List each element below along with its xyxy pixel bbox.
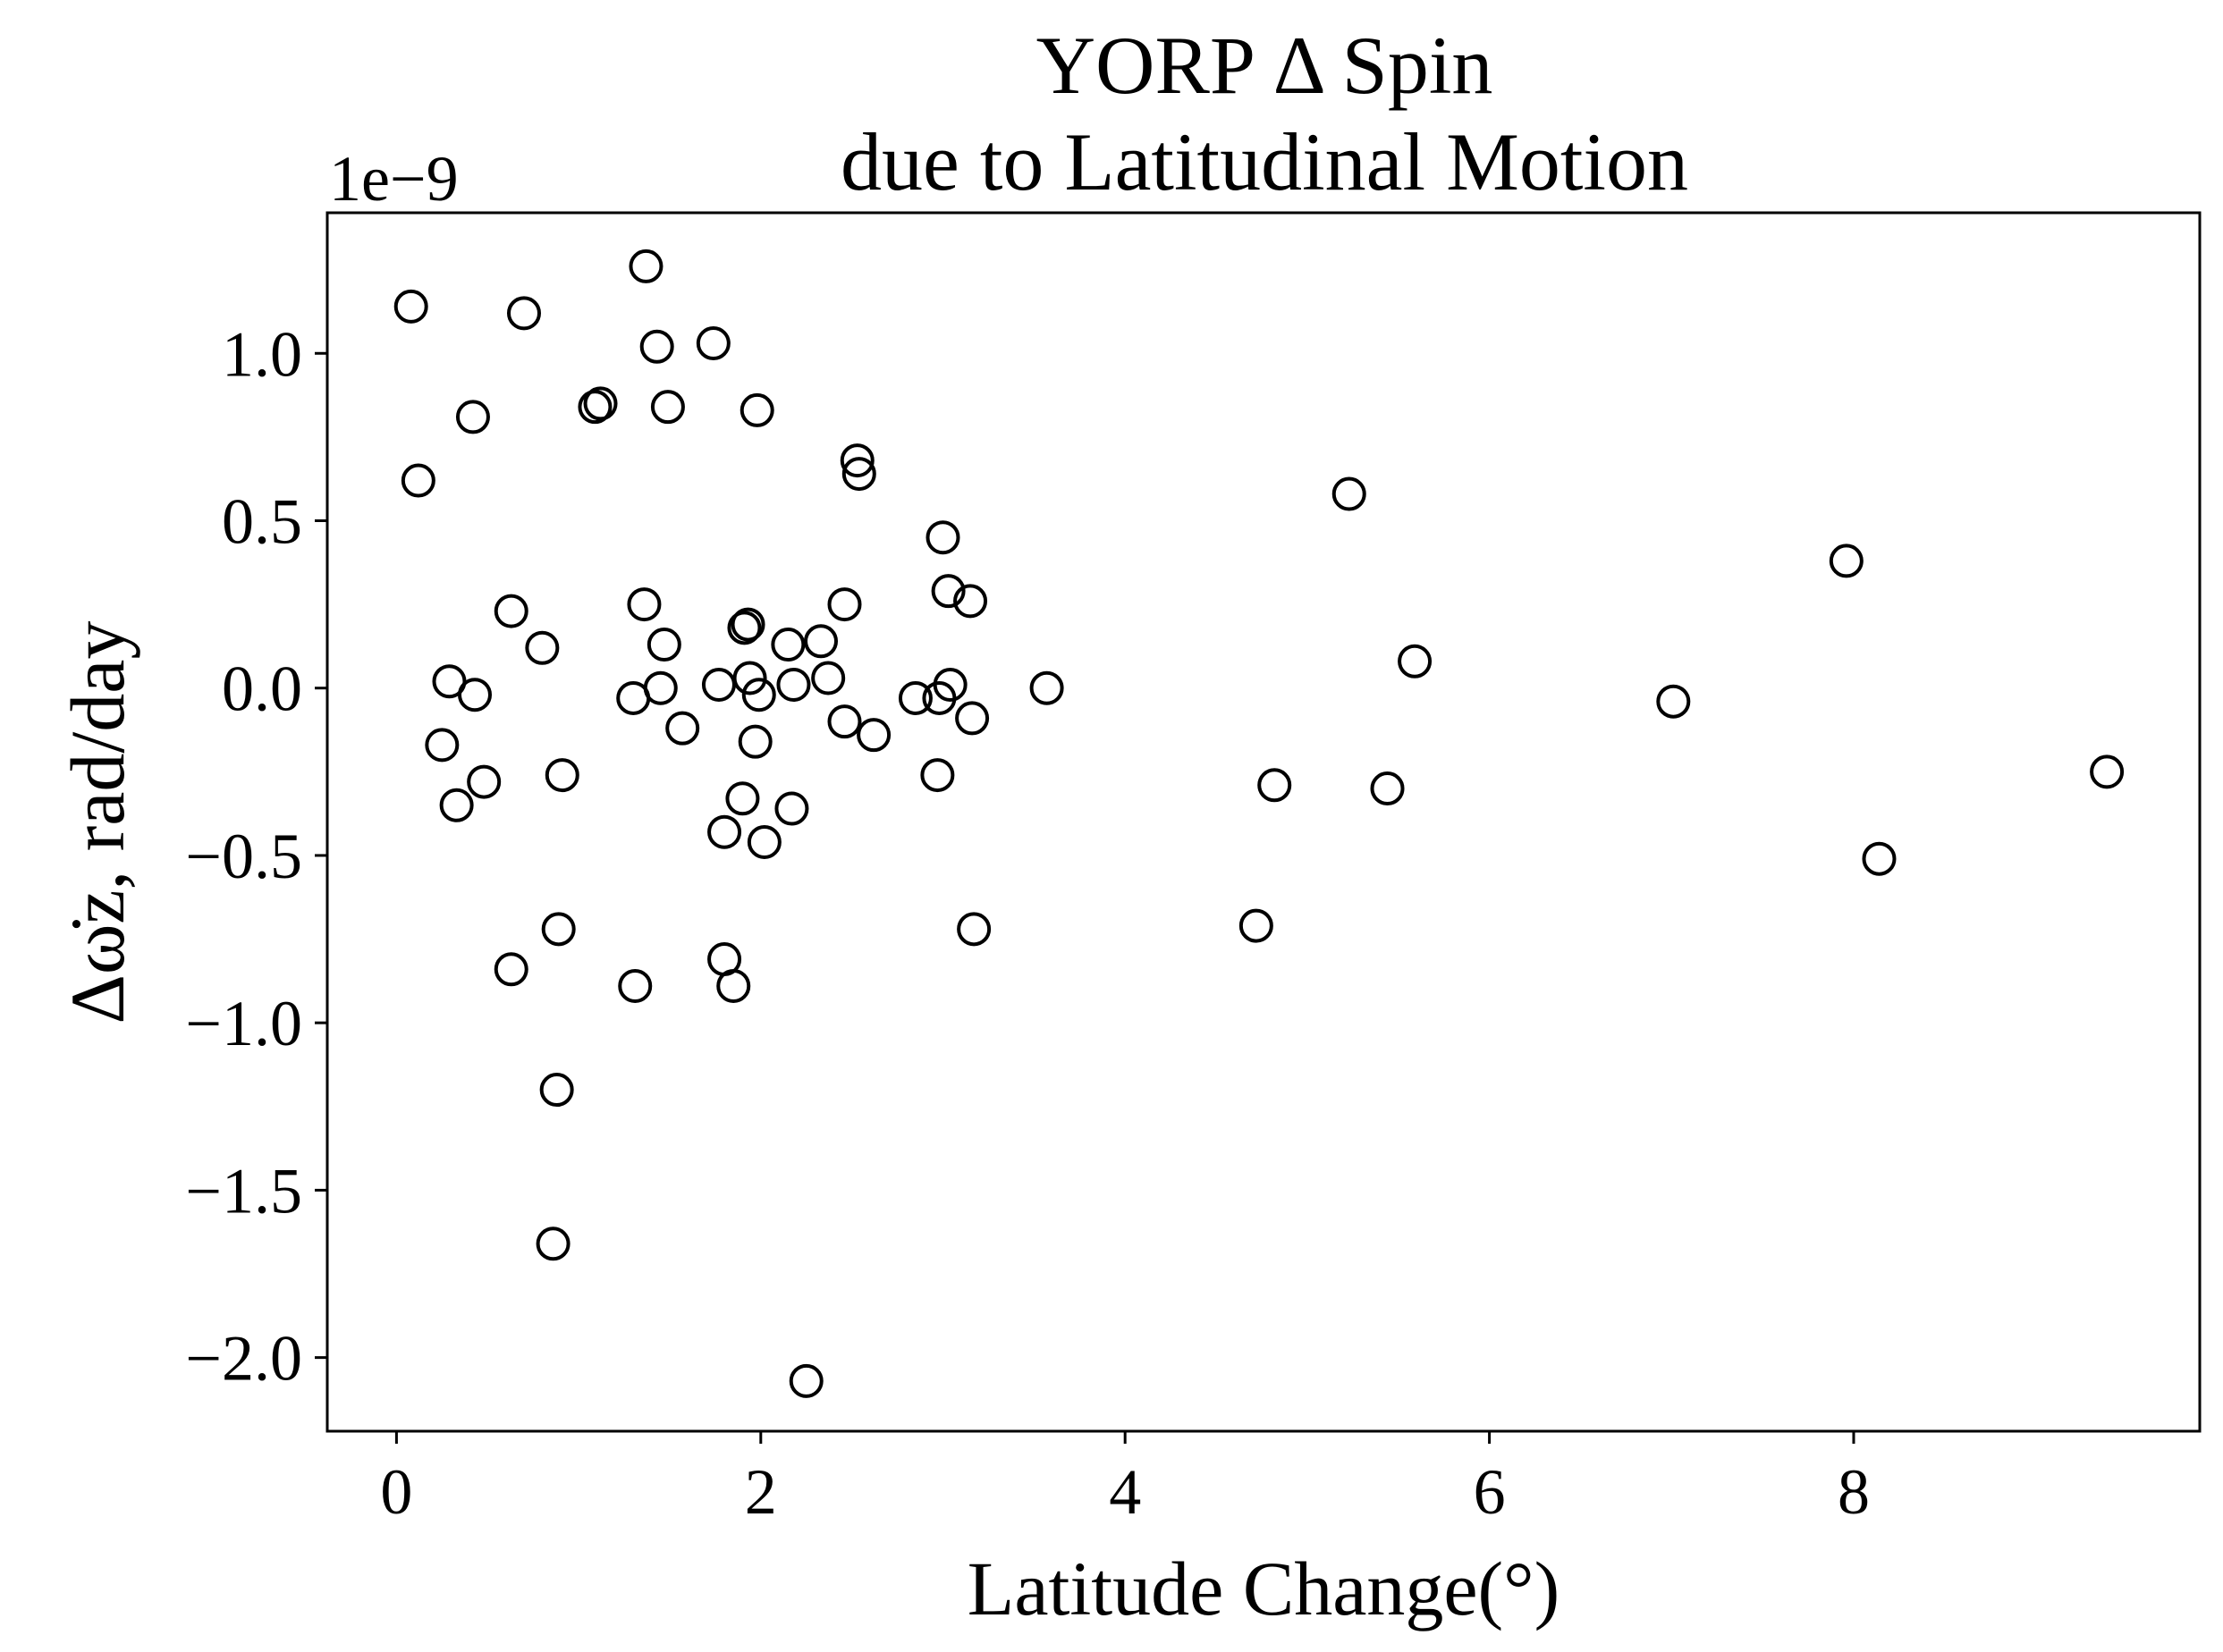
data-point <box>536 1226 571 1261</box>
y-tick-label: 1.0 <box>222 318 302 390</box>
data-point <box>696 326 731 361</box>
data-point <box>725 781 760 816</box>
data-point <box>650 390 685 425</box>
data-point <box>701 667 736 702</box>
x-tick-label: 4 <box>1109 1456 1141 1528</box>
plot-frame <box>325 211 2202 1433</box>
data-point <box>1029 670 1064 705</box>
y-tick-label: 0.0 <box>222 653 302 725</box>
data-point <box>827 587 862 622</box>
data-point <box>811 661 846 695</box>
data-point <box>1656 684 1691 719</box>
data-point <box>740 392 774 427</box>
data-point <box>920 758 955 793</box>
data-point <box>898 680 933 715</box>
data-point <box>539 1073 574 1108</box>
data-point <box>931 574 966 609</box>
data-point <box>506 296 541 331</box>
data-point <box>926 520 960 555</box>
data-point <box>541 912 576 947</box>
data-point <box>741 678 776 712</box>
y-tick-label: −1.0 <box>185 988 302 1059</box>
x-tick-label: 8 <box>1838 1456 1870 1528</box>
data-point <box>933 667 968 702</box>
data-point <box>1331 476 1366 511</box>
data-point <box>957 912 992 947</box>
data-point <box>425 728 460 763</box>
data-point <box>578 390 613 425</box>
data-point <box>1398 644 1433 678</box>
data-point <box>583 386 618 421</box>
data-point <box>732 661 767 695</box>
y-tick-label: 0.5 <box>222 485 302 557</box>
data-point <box>618 968 653 1003</box>
chart-title: YORP Δ Spin <box>1036 20 1493 111</box>
data-point <box>955 701 990 736</box>
x-tick-label: 2 <box>745 1456 777 1528</box>
data-point <box>439 788 474 822</box>
data-point <box>627 587 662 622</box>
data-point <box>922 680 957 715</box>
data-point <box>731 607 765 642</box>
data-point <box>707 814 742 849</box>
y-axis-label: Δω̇z, rad/day <box>55 621 140 1024</box>
data-point <box>525 630 560 665</box>
data-point <box>401 463 435 498</box>
x-tick-label: 0 <box>380 1456 412 1528</box>
data-point <box>1862 841 1897 876</box>
y-tick-label: −0.5 <box>185 821 302 892</box>
data-point <box>840 443 875 478</box>
data-point <box>774 791 809 826</box>
data-point <box>1370 771 1405 806</box>
data-point <box>457 678 492 712</box>
data-point <box>1829 544 1864 578</box>
data-point <box>629 249 664 283</box>
y-tick-label: −1.5 <box>185 1155 302 1226</box>
data-point <box>2090 754 2125 789</box>
axis-ticks: 0 2 4 6 8 1.0 0.5 0.0 −0.5 −1.0 −1.5 −2.0 <box>185 318 1870 1528</box>
x-tick-label: 6 <box>1474 1456 1506 1528</box>
data-point <box>616 680 651 715</box>
data-point <box>776 667 811 702</box>
data-point <box>804 624 839 659</box>
data-point <box>857 718 892 753</box>
data-point <box>494 952 528 987</box>
data-point <box>545 758 579 793</box>
y-offset-label: 1e−9 <box>329 143 459 215</box>
data-point <box>827 704 862 739</box>
data-point <box>747 824 782 859</box>
data-points <box>393 249 2125 1398</box>
data-point <box>494 594 528 628</box>
x-axis-label: Latitude Change(°) <box>968 1546 1559 1631</box>
data-point <box>738 724 773 759</box>
chart-subtitle: due to Latitudinal Motion <box>841 116 1688 207</box>
data-point <box>789 1363 824 1398</box>
data-point <box>716 968 751 1003</box>
data-point <box>647 628 681 662</box>
data-point <box>727 611 762 645</box>
data-point <box>1238 908 1273 943</box>
data-point <box>841 457 876 492</box>
data-point <box>639 329 674 364</box>
data-point <box>665 711 700 746</box>
data-point <box>467 764 502 799</box>
data-point <box>953 584 988 619</box>
y-tick-label: −2.0 <box>185 1323 302 1395</box>
data-point <box>393 289 428 324</box>
data-point <box>771 628 806 662</box>
data-point <box>1257 768 1292 803</box>
data-point <box>455 400 490 434</box>
